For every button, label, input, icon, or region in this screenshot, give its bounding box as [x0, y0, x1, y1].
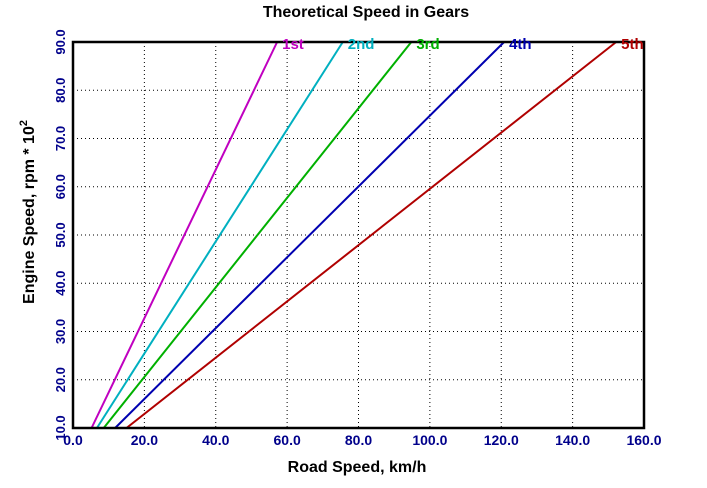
y-tick-label: 90.0 [53, 29, 68, 54]
y-tick-label: 80.0 [53, 78, 68, 103]
x-tick-label: 80.0 [345, 432, 372, 448]
x-tick-label: 20.0 [131, 432, 158, 448]
x-tick-label: 100.0 [412, 432, 447, 448]
y-tick-label: 10.0 [53, 415, 68, 440]
gear-label-1st: 1st [282, 36, 304, 53]
y-tick-label: 20.0 [53, 367, 68, 392]
series-line-2nd [96, 41, 344, 429]
series-line-5th [125, 41, 617, 429]
y-axis-label-text: Engine Speed, rpm * 10 [21, 126, 38, 304]
x-tick-label: 60.0 [274, 432, 301, 448]
y-tick-label: 70.0 [53, 126, 68, 151]
series-line-1st [90, 41, 279, 429]
series-line-4th [114, 41, 505, 429]
x-tick-label: 160.0 [626, 432, 661, 448]
x-tick-label: 0.0 [63, 432, 83, 448]
x-axis-label: Road Speed, km/h [288, 459, 427, 476]
y-tick-label: 30.0 [53, 319, 68, 344]
x-tick-label: 120.0 [484, 432, 519, 448]
gear-labels: 1st 2nd 3rd 4th 5th [282, 36, 644, 53]
y-tick-label: 40.0 [53, 271, 68, 296]
y-axis-label-exponent: 2 [18, 120, 30, 126]
y-tick-labels: 10.0 20.0 30.0 40.0 50.0 60.0 70.0 80.0 90.0 [53, 29, 68, 440]
series-line-3rd [102, 41, 413, 429]
gear-label-3rd: 3rd [416, 36, 439, 53]
y-tick-label: 60.0 [53, 174, 68, 199]
x-tick-labels: 0.0 20.0 40.0 60.0 80.0 100.0 120.0 140.0 160.0 [63, 432, 661, 448]
series-lines [90, 41, 617, 429]
grid-lines [73, 42, 644, 428]
plot-frame [71, 40, 646, 430]
gear-label-5th: 5th [621, 36, 644, 53]
y-axis-label: Engine Speed, rpm * 102 [18, 120, 38, 304]
y-tick-label: 50.0 [53, 222, 68, 247]
x-tick-label: 140.0 [555, 432, 590, 448]
chart-title: Theoretical Speed in Gears [263, 4, 469, 21]
x-tick-label: 40.0 [202, 432, 229, 448]
gear-label-4th: 4th [509, 36, 531, 53]
gear-label-2nd: 2nd [348, 36, 375, 53]
